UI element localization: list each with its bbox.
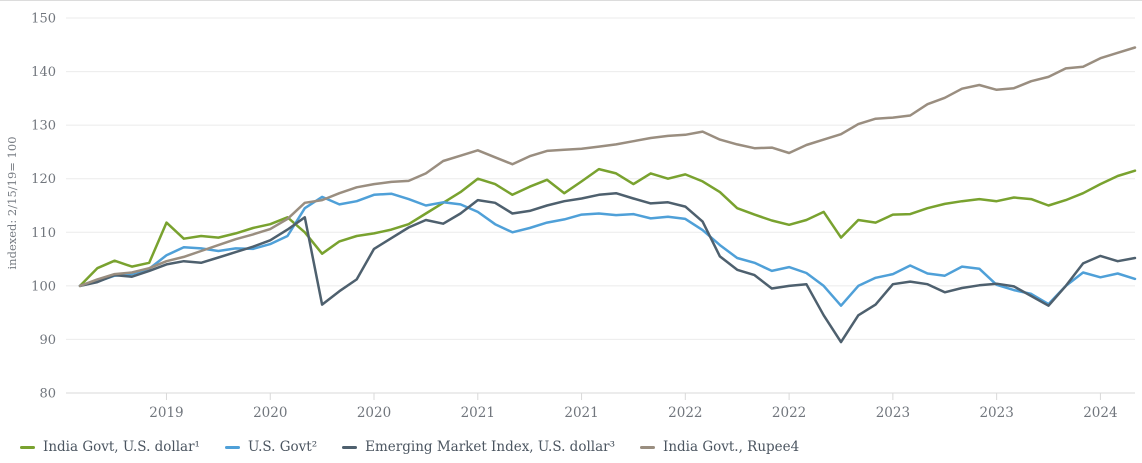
- legend-swatch-icon: [20, 445, 35, 449]
- chart-canvas: 150 140 130 120 110 100 90 80 2019 2020 2020 2021 20…: [5, 12, 1137, 421]
- chart-legend: India Govt, U.S. dollar¹ U.S. Govt² Emergi…: [20, 437, 799, 457]
- legend-label: India Govt., Rupee4: [663, 439, 800, 455]
- y-tick-label: 80: [39, 386, 56, 401]
- x-tick-label: 2020: [253, 405, 287, 421]
- y-tick-label: 110: [31, 226, 56, 241]
- x-tick-label: 2019: [149, 405, 183, 421]
- x-tick-label: 2024: [1083, 405, 1117, 421]
- legend-swatch-icon: [342, 445, 358, 449]
- x-tick-label: 2023: [979, 405, 1013, 421]
- legend-item-1[interactable]: U.S. Govt²: [224, 438, 318, 456]
- y-tick-label: 100: [31, 279, 56, 294]
- legend-item-2[interactable]: Emerging Market Index, U.S. dollar³: [342, 438, 615, 456]
- x-tick-label: 2023: [876, 405, 910, 421]
- legend-swatch-icon: [224, 445, 240, 449]
- series-line-2: [78, 191, 1137, 344]
- series-line-0: [78, 167, 1137, 288]
- y-tick-label: 90: [39, 333, 56, 348]
- y-tick-label: 150: [31, 12, 56, 27]
- legend-item-0[interactable]: India Govt, U.S. dollar¹: [20, 438, 200, 456]
- y-tick-label: 140: [31, 65, 56, 80]
- y-tick-label: 130: [31, 119, 56, 134]
- legend-label: U.S. Govt²: [247, 439, 318, 455]
- series-line-3: [78, 46, 1137, 288]
- y-tick-label: 120: [31, 172, 56, 187]
- series-line-1: [78, 192, 1137, 307]
- x-tick-label: 2022: [668, 405, 702, 421]
- legend-label: Emerging Market Index, U.S. dollar³: [365, 439, 615, 455]
- x-tick-label: 2022: [772, 405, 806, 421]
- legend-label: India Govt, U.S. dollar¹: [43, 439, 200, 455]
- x-tick-label: 2021: [461, 405, 495, 421]
- x-tick-label: 2021: [564, 405, 598, 421]
- y-axis-title: indexed: 2/15/19= 100: [5, 136, 19, 269]
- x-tick-label: 2020: [357, 405, 391, 421]
- legend-swatch-icon: [640, 445, 655, 449]
- legend-item-3[interactable]: India Govt., Rupee4: [640, 438, 799, 456]
